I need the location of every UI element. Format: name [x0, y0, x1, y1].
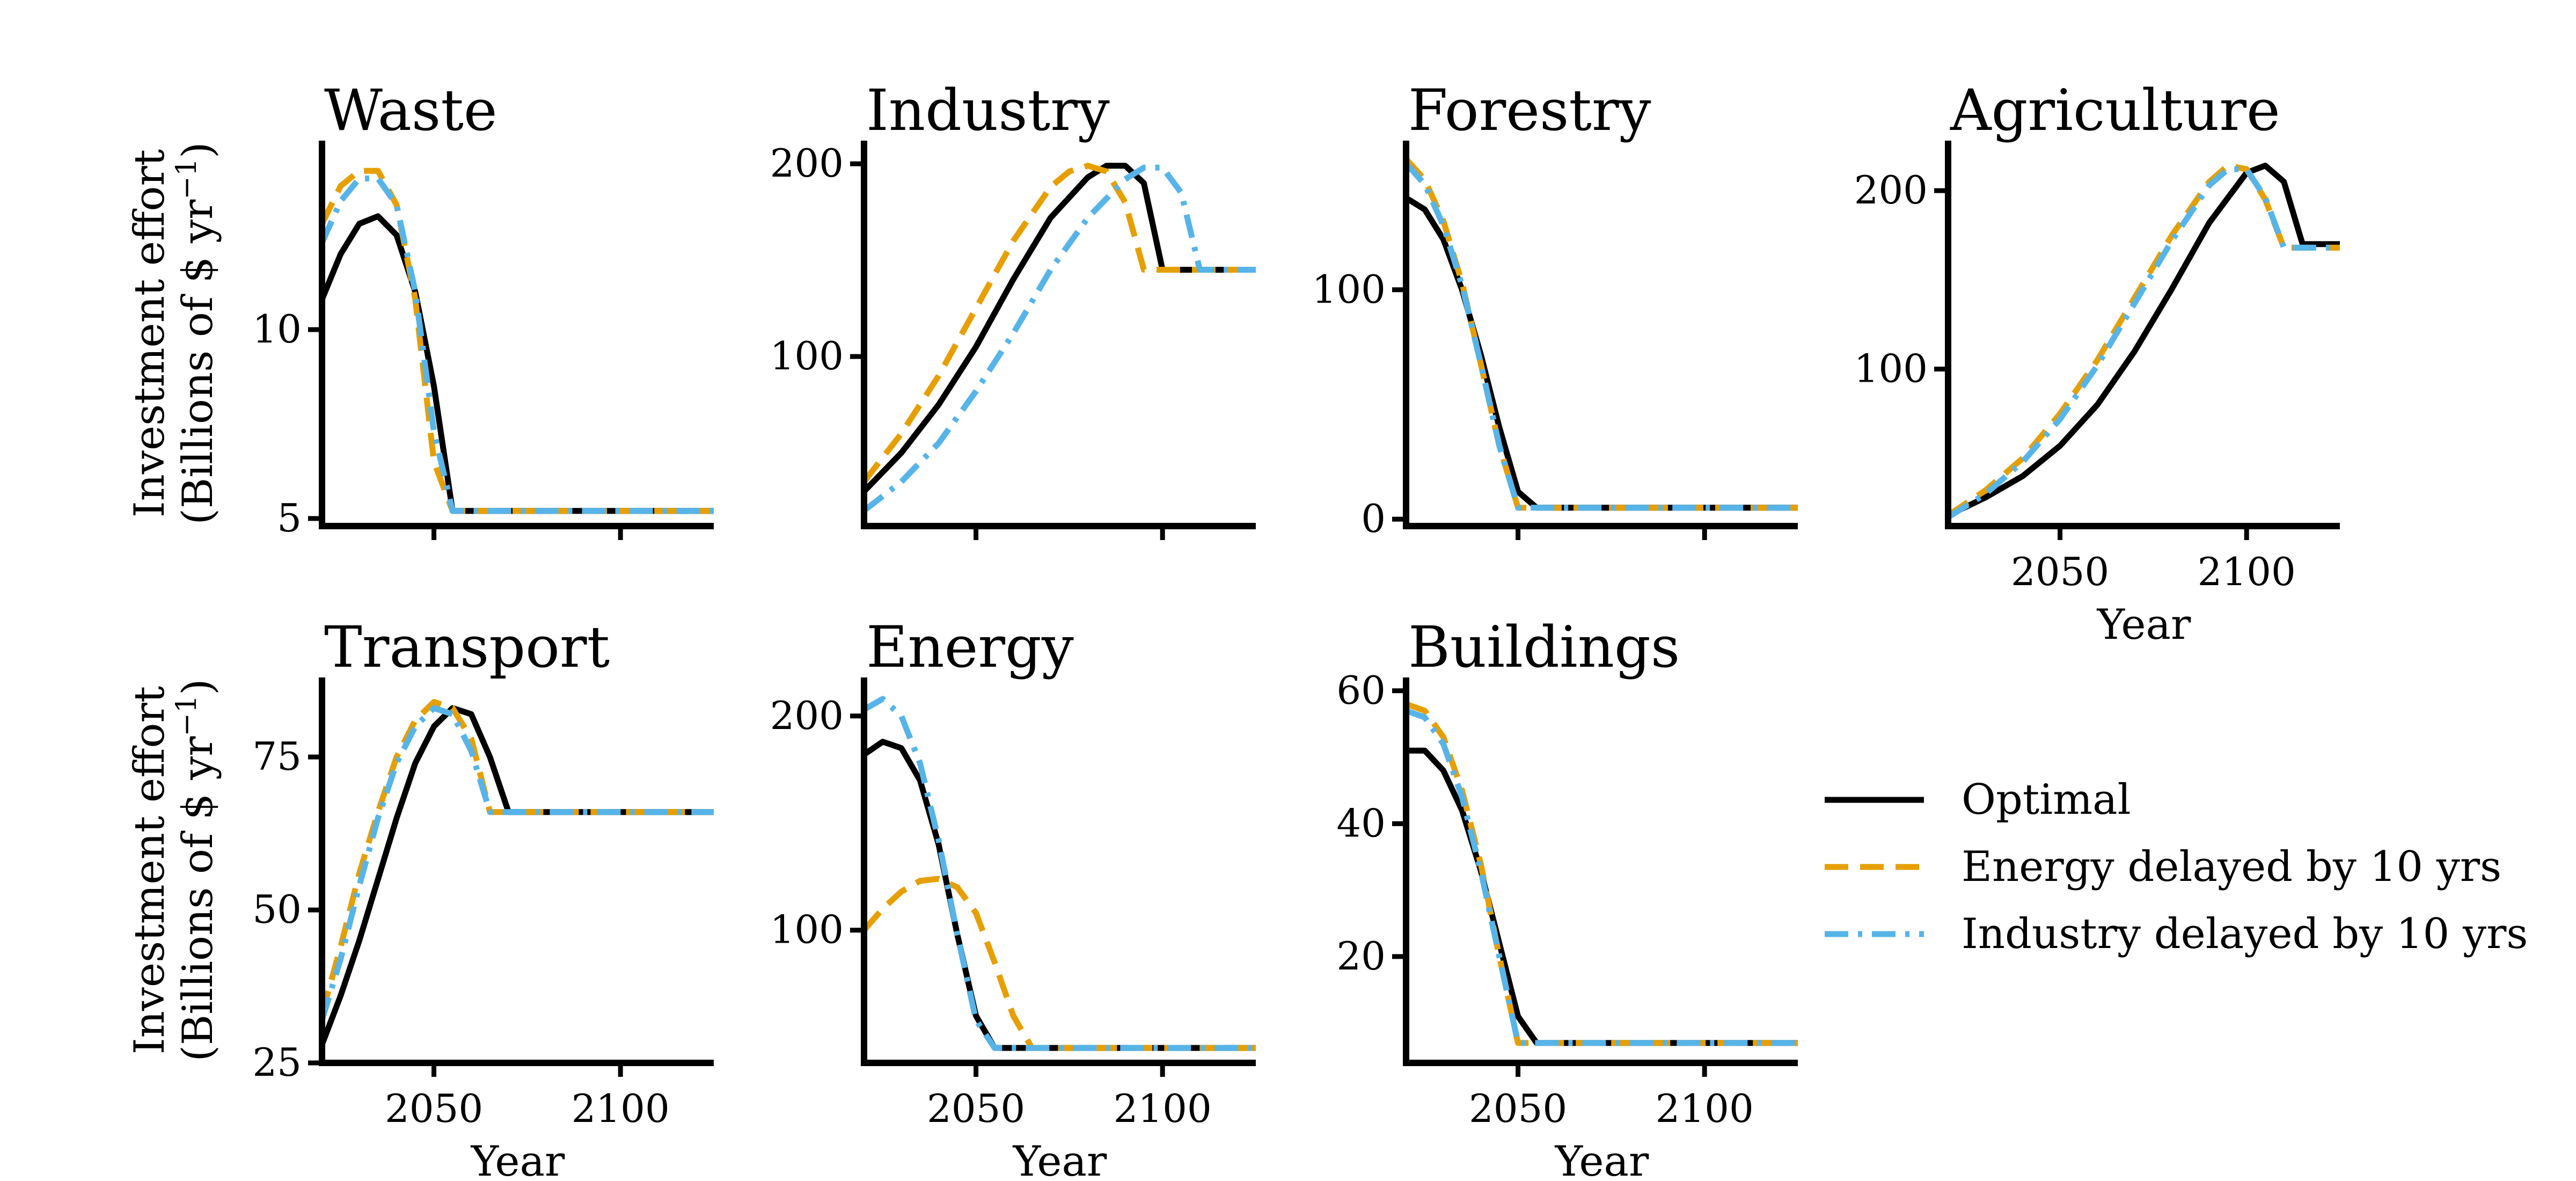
x-tick-label: 2050 — [2011, 549, 2109, 594]
panel-title: Industry — [866, 77, 1110, 143]
y-tick-label: 100 — [770, 907, 844, 952]
series-line-energy-delayed-by-10-yrs — [861, 163, 1256, 484]
y-axis-label-superscript: −1 — [171, 695, 203, 737]
panel-title: Transport — [324, 614, 610, 680]
x-tick-label: 2050 — [927, 1086, 1025, 1131]
panel-title: Forestry — [1408, 77, 1651, 143]
y-axis-label-text: (Billions of $ yr — [174, 736, 222, 1062]
y-axis-label-line2: (Billions of $ yr−1) — [171, 142, 222, 524]
legend-entry-label: Industry delayed by 10 yrs — [1962, 910, 2528, 958]
y-tick-label: 40 — [1336, 800, 1386, 845]
y-tick-label: 10 — [252, 307, 302, 352]
y-axis-label-line1: Investment effort — [126, 686, 174, 1054]
y-tick-label: 200 — [1854, 167, 1928, 213]
x-tick-label: 2100 — [2198, 549, 2296, 594]
x-axis-label: Year — [2097, 601, 2191, 649]
y-tick-label: 100 — [770, 333, 844, 378]
x-tick-label: 2100 — [1656, 1086, 1754, 1131]
y-tick-label: 0 — [1361, 496, 1386, 541]
series-line-industry-delayed-by-10-yrs — [1946, 166, 2340, 520]
series-line-industry-delayed-by-10-yrs — [1403, 162, 1798, 511]
y-axis-label-end: ) — [174, 679, 222, 695]
series-line-industry-delayed-by-10-yrs — [1405, 708, 1798, 1046]
panel-title: Buildings — [1408, 614, 1680, 680]
y-axis-label-line1: Investment effort — [126, 149, 174, 517]
panel-title: Energy — [866, 614, 1074, 680]
series-line-energy-delayed-by-10-yrs — [1405, 701, 1798, 1046]
series-line-industry-delayed-by-10-yrs — [319, 175, 714, 514]
x-tick-label: 2050 — [1469, 1086, 1567, 1131]
series-line-optimal — [862, 163, 1256, 494]
legend: Optimal Energy delayed by 10 yrs Industry … — [1825, 776, 2528, 958]
y-tick-label: 75 — [252, 734, 302, 779]
panel-agriculture: 2050 2100 100 200 Agriculture Year — [1854, 77, 2340, 649]
series-line-optimal — [319, 705, 714, 1046]
y-tick-label: 25 — [252, 1040, 302, 1085]
y-tick-label: 100 — [1854, 346, 1928, 391]
panel-buildings: 2050 2100 20 40 60 Buildings Year — [1336, 614, 1798, 1181]
y-tick-label: 50 — [252, 887, 302, 932]
series-line-industry-delayed-by-10-yrs — [319, 705, 714, 1021]
y-axis-label-superscript: −1 — [171, 158, 203, 200]
series-line-energy-delayed-by-10-yrs — [319, 699, 714, 1015]
panel-title: Waste — [324, 77, 497, 143]
y-tick-label: 200 — [770, 693, 844, 738]
y-tick-label: 5 — [277, 495, 302, 541]
y-axis-label-line2: (Billions of $ yr−1) — [171, 679, 222, 1061]
x-axis-label: Year — [471, 1138, 565, 1181]
series-line-industry-delayed-by-10-yrs — [862, 164, 1256, 513]
x-tick-label: 2100 — [572, 1086, 670, 1131]
panel-transport: 2050 2100 25 50 75 Transport Year Investment ef… — [126, 614, 714, 1181]
y-tick-label: 60 — [1336, 668, 1386, 713]
panel-energy: 2050 2100 100 200 Energy Year — [770, 614, 1256, 1181]
series-line-optimal — [1404, 195, 1798, 511]
panel-forestry: 0 100 Forestry — [1312, 77, 1798, 541]
panel-industry: 100 200 Industry — [770, 77, 1256, 540]
x-tick-label: 2100 — [1114, 1086, 1212, 1131]
panel-title: Agriculture — [1950, 77, 2280, 143]
series-line-optimal — [1946, 163, 2340, 519]
legend-entry-label: Energy delayed by 10 yrs — [1962, 843, 2501, 891]
legend-entry-label: Optimal — [1962, 776, 2131, 824]
y-axis-label-text: (Billions of $ yr — [174, 199, 222, 525]
x-axis-label: Year — [1555, 1138, 1649, 1181]
x-tick-label: 2050 — [385, 1086, 483, 1131]
series-line-energy-delayed-by-10-yrs — [861, 876, 1256, 1051]
y-tick-label: 20 — [1336, 934, 1386, 979]
series-line-optimal — [862, 739, 1256, 1051]
x-axis-label: Year — [1013, 1138, 1107, 1181]
series-line-industry-delayed-by-10-yrs — [862, 696, 1256, 1051]
series-line-energy-delayed-by-10-yrs — [1403, 157, 1798, 511]
y-tick-label: 100 — [1312, 267, 1386, 312]
series-line-optimal — [319, 213, 714, 514]
y-axis-label-end: ) — [174, 142, 222, 158]
panel-waste: 5 10 Waste Investment effort (Billions of $ … — [126, 77, 714, 541]
y-tick-label: 200 — [770, 141, 844, 186]
